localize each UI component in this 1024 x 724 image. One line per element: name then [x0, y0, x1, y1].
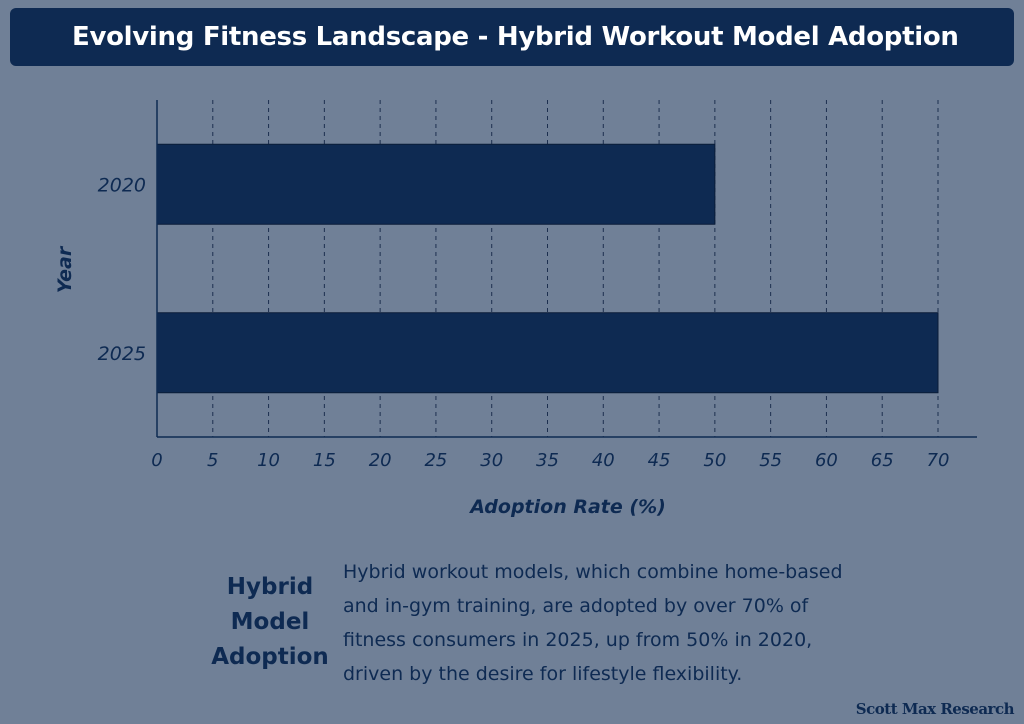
x-tick-label: 15 [313, 450, 336, 471]
x-tick-label: 10 [257, 450, 280, 471]
bar-2025 [156, 312, 939, 394]
title-bar: Evolving Fitness Landscape - Hybrid Work… [10, 8, 1014, 66]
x-tick-label: 60 [815, 450, 838, 471]
x-tick-label: 55 [759, 450, 782, 471]
brand-logo: Scott Max Research [855, 700, 1015, 718]
x-tick-label: 5 [207, 450, 218, 471]
footer-description: Hybrid workout models, which combine hom… [343, 561, 843, 685]
x-tick-label: 0 [151, 450, 162, 471]
x-tick-label: 50 [703, 450, 726, 471]
x-tick-label: 25 [424, 450, 447, 471]
x-tick-label: 30 [480, 450, 503, 471]
footer-heading: Hybrid Model Adoption [211, 574, 329, 670]
page-title: Evolving Fitness Landscape - Hybrid Work… [72, 22, 959, 52]
bar-2020 [156, 143, 716, 225]
x-tick-label: 65 [871, 450, 894, 471]
x-axis-label: Adoption Rate (%) [468, 496, 666, 518]
x-tick-label: 35 [536, 450, 559, 471]
y-axis-label: Year [54, 245, 76, 293]
y-tick-label: 2025 [98, 343, 146, 365]
x-tick-label: 20 [369, 450, 392, 471]
x-tick-label: 40 [592, 450, 615, 471]
y-tick-labels: 2020 2025 [98, 174, 146, 365]
x-tick-label: 70 [927, 450, 950, 471]
x-tick-labels: 0 5 10 15 20 25 30 35 40 45 50 55 60 65 70 [151, 450, 949, 471]
x-tick-label: 45 [648, 450, 671, 471]
y-tick-label: 2020 [98, 174, 146, 196]
bars [156, 143, 939, 394]
